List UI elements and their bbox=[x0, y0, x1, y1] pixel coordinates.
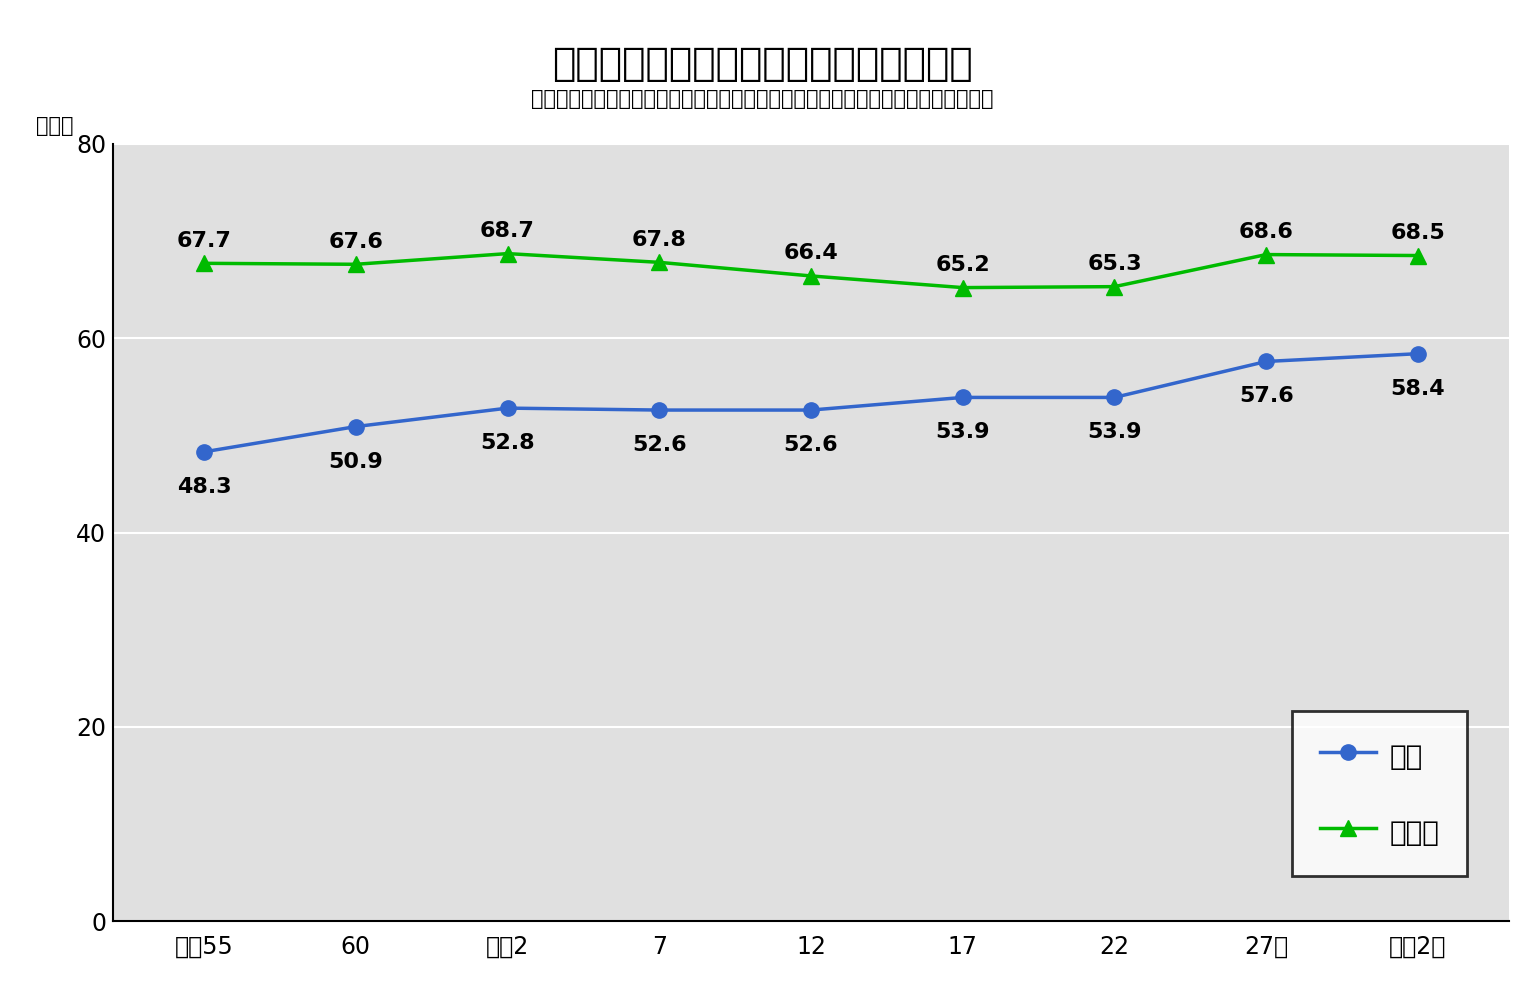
Text: （単独世帯等を除いた、いずれかが就業している世帯での夫婦共働きの世帯割合）: （単独世帯等を除いた、いずれかが就業している世帯での夫婦共働きの世帯割合） bbox=[530, 89, 994, 109]
Text: 67.7: 67.7 bbox=[177, 231, 232, 250]
Text: 68.7: 68.7 bbox=[480, 221, 535, 242]
鳥取県 bbox=[1408, 249, 1426, 261]
鳥取県 bbox=[498, 248, 517, 259]
鳥取県 bbox=[1105, 280, 1123, 292]
Line: 鳥取県: 鳥取県 bbox=[195, 246, 1426, 296]
Text: 共働き世帯割合の推移（鳥取県・全国）: 共働き世帯割合の推移（鳥取県・全国） bbox=[552, 45, 972, 83]
Text: 67.8: 67.8 bbox=[632, 230, 687, 249]
Text: 65.3: 65.3 bbox=[1087, 254, 1141, 274]
Text: 66.4: 66.4 bbox=[783, 244, 838, 263]
全国 bbox=[1408, 348, 1426, 360]
鳥取県 bbox=[802, 270, 820, 282]
鳥取県 bbox=[346, 258, 364, 270]
全国 bbox=[195, 446, 213, 458]
Text: 48.3: 48.3 bbox=[177, 477, 232, 497]
Line: 全国: 全国 bbox=[197, 346, 1425, 459]
Text: 52.6: 52.6 bbox=[783, 435, 838, 455]
Text: （％）: （％） bbox=[37, 116, 73, 136]
鳥取県 bbox=[1257, 248, 1276, 260]
全国 bbox=[346, 420, 364, 432]
Legend: 全国, 鳥取県: 全国, 鳥取県 bbox=[1292, 712, 1468, 877]
全国 bbox=[498, 403, 517, 414]
全国 bbox=[651, 405, 669, 416]
Text: 53.9: 53.9 bbox=[936, 422, 991, 442]
Text: 67.6: 67.6 bbox=[328, 232, 383, 251]
鳥取県 bbox=[195, 257, 213, 269]
全国 bbox=[1105, 392, 1123, 404]
Text: 68.5: 68.5 bbox=[1390, 223, 1445, 244]
Text: 52.8: 52.8 bbox=[480, 433, 535, 453]
Text: 52.6: 52.6 bbox=[632, 435, 687, 455]
全国 bbox=[1257, 356, 1276, 368]
Text: 53.9: 53.9 bbox=[1087, 422, 1141, 442]
鳥取県 bbox=[651, 256, 669, 268]
Text: 58.4: 58.4 bbox=[1390, 379, 1445, 399]
全国 bbox=[802, 405, 820, 416]
Text: 57.6: 57.6 bbox=[1239, 387, 1294, 407]
全国 bbox=[954, 392, 972, 404]
Text: 65.2: 65.2 bbox=[936, 255, 991, 275]
鳥取県 bbox=[954, 281, 972, 293]
Text: 50.9: 50.9 bbox=[329, 451, 383, 471]
Text: 68.6: 68.6 bbox=[1239, 222, 1294, 243]
